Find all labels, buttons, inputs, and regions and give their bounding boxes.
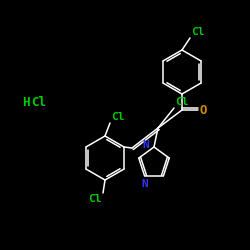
- Text: Cl: Cl: [111, 112, 124, 122]
- Text: N: N: [142, 140, 149, 150]
- Text: H: H: [22, 96, 30, 108]
- Text: Cl: Cl: [31, 96, 46, 108]
- Text: N: N: [141, 179, 148, 189]
- Text: Cl: Cl: [175, 97, 188, 107]
- Text: O: O: [200, 104, 207, 117]
- Text: Cl: Cl: [88, 194, 102, 204]
- Text: Cl: Cl: [191, 27, 204, 37]
